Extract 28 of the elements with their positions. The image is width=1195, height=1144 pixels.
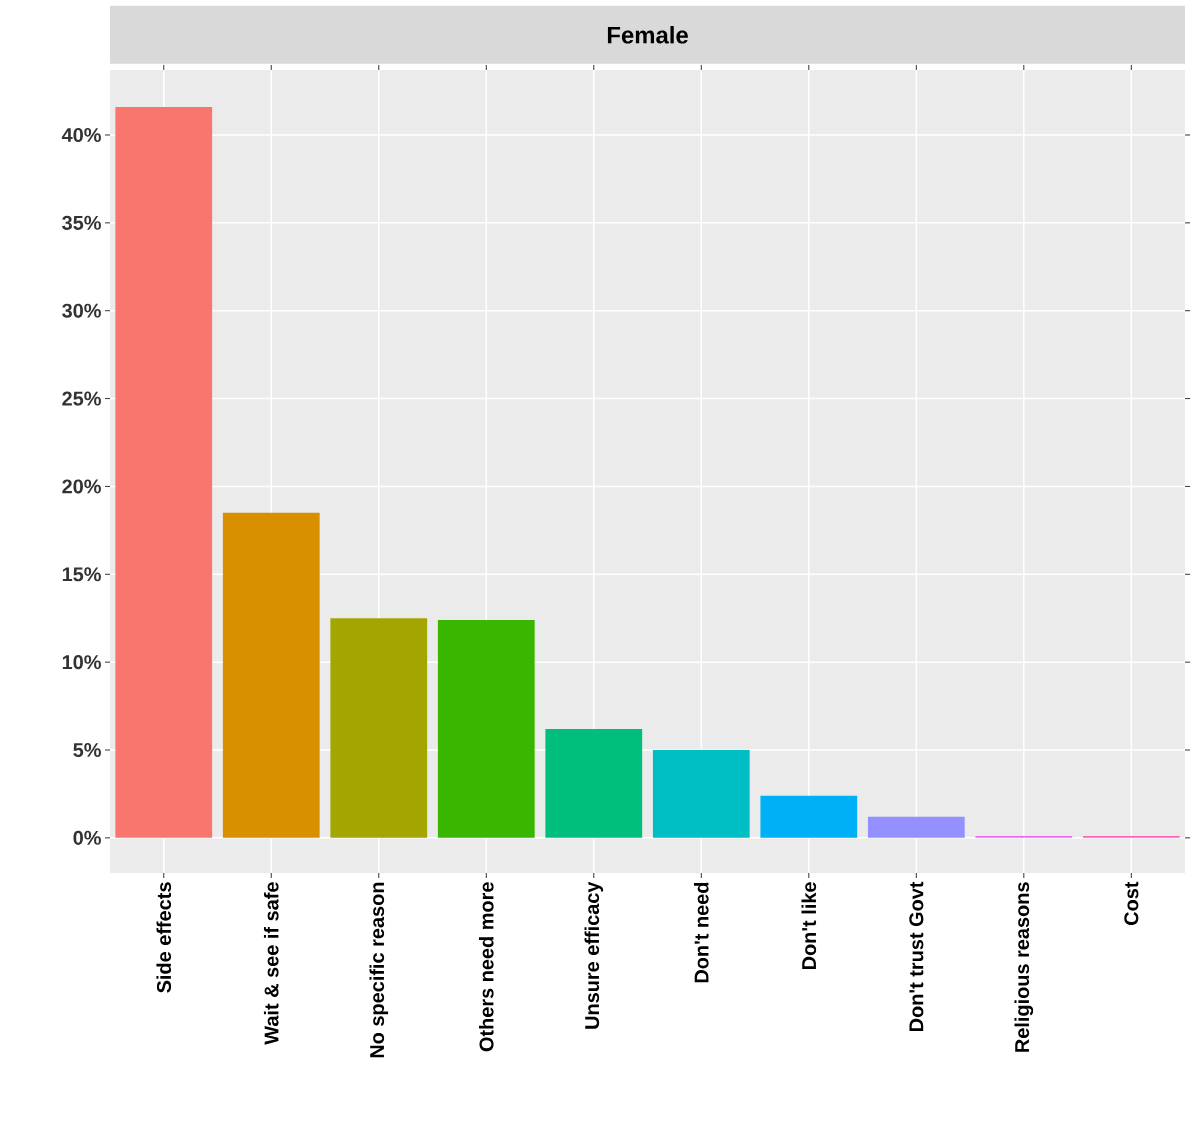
bar (222, 512, 320, 838)
bar (545, 728, 643, 838)
bar (437, 619, 535, 838)
x-tick-label: Others need more (478, 882, 494, 1052)
x-tick-label: Wait & see if safe (263, 882, 279, 1045)
y-tick-label: 30% (62, 303, 101, 318)
bar (330, 618, 428, 838)
x-tick-label: Don't like (801, 882, 817, 970)
bar (867, 816, 965, 838)
y-tick-label: 20% (62, 479, 101, 494)
y-tick-label: 35% (62, 215, 101, 230)
y-tick-label: 0% (73, 830, 101, 845)
y-tick-label: 5% (73, 742, 101, 758)
bar (115, 106, 213, 838)
x-tick-label: Side effects (156, 882, 172, 993)
y-tick-label: 25% (62, 391, 101, 406)
x-tick-label: Don't need (693, 882, 709, 983)
chart-title: Female (607, 26, 688, 44)
y-tick-label: 10% (62, 655, 101, 670)
bar (760, 795, 858, 838)
y-tick-label: 40% (61, 127, 101, 143)
bar (652, 750, 750, 838)
x-tick-label: Unsure efficacy (584, 881, 604, 1029)
x-tick-label: Don't trust Govt (909, 881, 924, 1032)
y-tick-label: 15% (62, 567, 101, 582)
x-tick-label: Cost (1124, 881, 1139, 925)
x-tick-label: No specific reason (369, 882, 389, 1058)
x-tick-label: Religious reasons (1014, 882, 1034, 1052)
